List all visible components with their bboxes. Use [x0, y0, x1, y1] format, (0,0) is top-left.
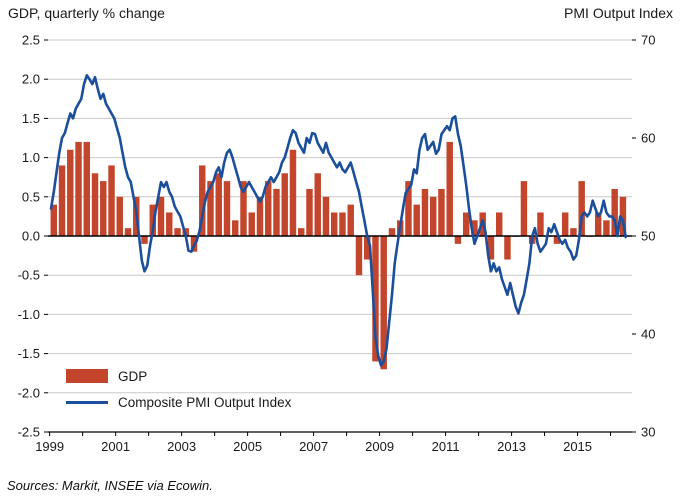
gdp-bar — [429, 196, 437, 236]
gdp-bar — [281, 173, 288, 236]
gdp-bar — [116, 196, 123, 236]
gdp-bar — [347, 204, 354, 236]
gdp-bar — [413, 204, 420, 236]
left-tick-label: -2.5 — [18, 425, 40, 440]
x-tick-label: 2001 — [101, 439, 130, 454]
gdp-bar — [273, 188, 280, 236]
gdp-bar — [75, 141, 82, 236]
gdp-bar — [619, 196, 627, 236]
left-tick-label: 2.0 — [22, 72, 40, 87]
x-tick-label: 2005 — [233, 439, 262, 454]
gdp-bar — [199, 165, 206, 236]
left-tick-label: 0.0 — [22, 229, 40, 244]
right-tick-label: 40 — [641, 327, 655, 342]
gdp-bar — [504, 236, 511, 260]
gdp-bar — [339, 212, 346, 236]
gdp-bar — [58, 165, 66, 236]
gdp-bar — [471, 220, 478, 236]
left-tick-label: -2.0 — [18, 385, 40, 400]
gdp-bar — [67, 149, 74, 236]
x-tick-label: 2007 — [299, 439, 328, 454]
pmi-line-swatch-icon — [66, 400, 108, 404]
gdp-bar — [421, 188, 429, 236]
right-tick-label: 70 — [641, 33, 655, 48]
gdp-bar — [537, 212, 544, 236]
legend-label-gdp: GDP — [118, 368, 148, 384]
gdp-swatch-icon — [66, 369, 108, 383]
gdp-bar — [578, 181, 585, 236]
gdp-bar — [248, 212, 255, 236]
gdp-bar — [91, 173, 99, 236]
chart-canvas: -2.5 -2.0 -1.5 -1.0 -0.5 0.0 0.5 1.0 1.5 2.0 2.5 30… — [18, 33, 656, 455]
left-axis-title: GDP, quarterly % change — [8, 5, 165, 21]
gdp-bar — [454, 236, 462, 244]
gdp-bar — [50, 204, 57, 236]
left-tick-label: 0.5 — [22, 189, 40, 204]
x-tick-label: 2009 — [365, 439, 394, 454]
gdp-bar — [149, 204, 156, 236]
gdp-bar — [388, 228, 396, 236]
x-tick-label: 1999 — [35, 439, 64, 454]
right-tick-label: 30 — [641, 425, 655, 440]
gdp-bar — [570, 228, 577, 236]
right-tick-label: 60 — [641, 131, 655, 146]
gdp-bar — [232, 220, 239, 236]
gdp-bar — [157, 196, 165, 236]
gdp-bar — [174, 228, 181, 236]
gdp-bar — [306, 188, 313, 236]
gdp-bar — [462, 212, 470, 236]
gdp-bar — [372, 236, 379, 362]
gdp-bar — [520, 181, 528, 236]
x-tick-label: 2003 — [167, 439, 196, 454]
gdp-bar — [223, 181, 231, 236]
left-tick-label: 1.0 — [22, 150, 40, 165]
x-tick-label: 2011 — [432, 439, 460, 454]
gdp-bar — [364, 236, 371, 260]
x-tick-label: 2013 — [497, 439, 526, 454]
right-axis-title: PMI Output Index — [564, 5, 673, 21]
gdp-bar — [124, 228, 132, 236]
left-tick-label: -1.0 — [18, 307, 40, 322]
gdp-bar — [561, 212, 569, 236]
gdp-bar — [166, 212, 173, 236]
gdp-bar — [611, 188, 618, 236]
sources-note: Sources: Markit, INSEE via Ecowin. — [7, 478, 213, 493]
gdp-bar — [141, 236, 148, 244]
right-tick-label: 50 — [641, 229, 655, 244]
x-tick-label: 2015 — [563, 439, 592, 454]
gdp-bar — [322, 196, 330, 236]
gdp-bar — [215, 173, 222, 236]
gdp-bar — [100, 181, 107, 236]
gdp-bar — [553, 236, 561, 244]
left-tick-label: 2.5 — [22, 33, 40, 48]
chart-legend: GDP Composite PMI Output Index — [66, 366, 291, 418]
gdp-bar — [331, 212, 338, 236]
pmi-line — [49, 74, 628, 367]
gdp-bar — [380, 236, 387, 370]
gdp-bar — [495, 212, 503, 236]
gdp-bar — [289, 149, 297, 236]
gdp-bar — [405, 181, 412, 236]
gdp-bar — [240, 181, 247, 236]
legend-item-gdp: GDP — [66, 366, 291, 386]
legend-label-pmi: Composite PMI Output Index — [118, 394, 292, 410]
legend-item-pmi: Composite PMI Output Index — [66, 392, 291, 412]
gdp-bar — [256, 196, 264, 236]
gdp-bar — [446, 141, 453, 236]
gdp-bar — [83, 141, 90, 236]
left-tick-label: -1.5 — [18, 346, 40, 361]
left-tick-label: -0.5 — [18, 268, 40, 283]
gdp-bar — [438, 188, 445, 236]
gdp-bar — [298, 228, 305, 236]
gdp-bar — [265, 181, 272, 236]
gdp-bar — [207, 181, 214, 236]
gdp-bar — [314, 173, 321, 236]
gdp-bar — [603, 220, 610, 236]
gdp-bar — [487, 236, 495, 260]
gdp-bar — [108, 165, 115, 236]
gdp-bar — [594, 212, 602, 236]
left-tick-label: 1.5 — [22, 111, 40, 126]
gdp-bar — [355, 236, 363, 276]
